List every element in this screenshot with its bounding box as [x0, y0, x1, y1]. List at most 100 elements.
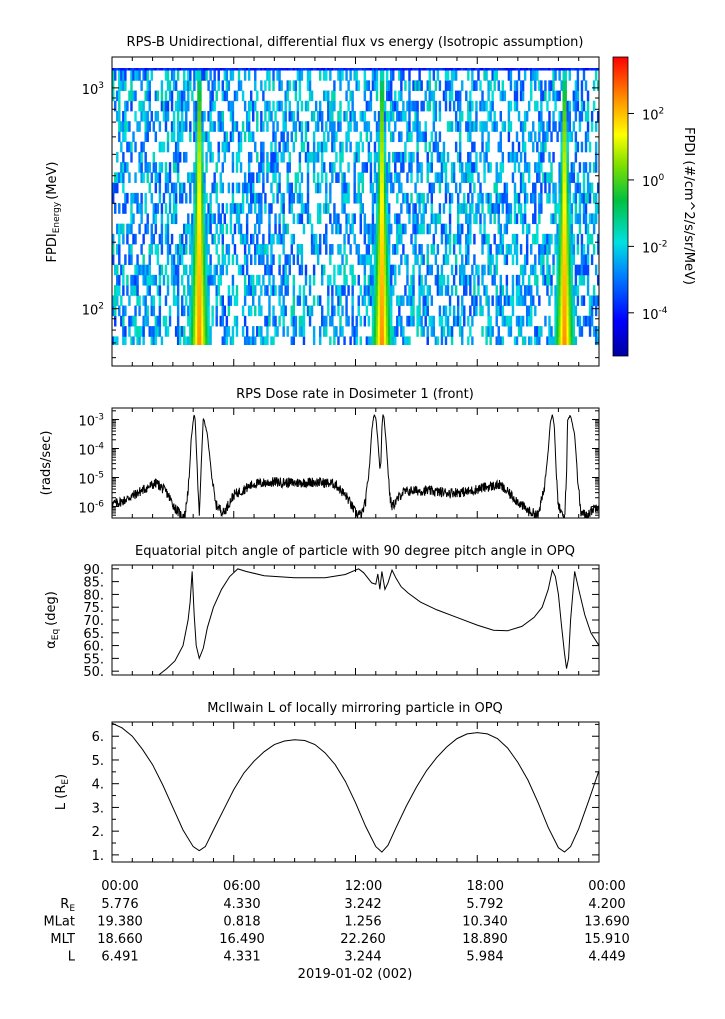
spectrogram-cell	[227, 100, 231, 112]
spectrogram-cell	[361, 203, 365, 214]
spectrogram-cell	[383, 131, 387, 143]
spectrogram-cell	[268, 80, 271, 91]
spectrogram-cell	[363, 162, 367, 173]
spectrogram-cell	[316, 213, 320, 225]
spectrogram-cell	[349, 90, 352, 102]
spectrogram-cell	[497, 192, 500, 204]
spectrogram-cell	[396, 223, 399, 235]
spectrogram-cell	[359, 68, 362, 71]
spectrogram-cell	[582, 162, 586, 173]
spectrogram-cell	[375, 70, 379, 81]
spectrogram-cell	[521, 141, 525, 153]
spectrogram-cell	[316, 172, 320, 183]
spectrogram-cell	[309, 356, 311, 366]
spectrogram-cell	[396, 192, 399, 204]
spectrogram-cell	[379, 68, 383, 71]
spectrogram-cell	[187, 90, 190, 102]
spectrogram-cell	[519, 68, 523, 71]
spectrogram-cell	[211, 151, 214, 163]
spectrogram-cell	[201, 336, 204, 345]
spectrogram-cell	[116, 295, 119, 306]
spectrogram-cell	[318, 326, 322, 337]
spectrogram-cell	[390, 223, 393, 235]
spectrogram-cell	[420, 213, 423, 225]
spectrogram-cell	[373, 274, 377, 286]
spectrogram-cell	[249, 151, 253, 163]
spectrogram-cell	[266, 264, 269, 276]
spectrogram-cell	[343, 264, 346, 276]
spectrogram-cell	[582, 192, 586, 204]
spectrogram-cell	[160, 244, 164, 255]
spectrogram-cell	[469, 162, 472, 173]
spectrogram-cell	[532, 70, 535, 81]
spectrogram-cell	[347, 315, 350, 327]
spectrogram-cell	[501, 162, 505, 173]
spectrogram-cell	[554, 100, 557, 112]
ephemeris-row-label-main: MLat	[43, 915, 75, 930]
spectrogram-cell	[195, 213, 198, 225]
spectrogram-cell	[307, 346, 309, 356]
spectrogram-cell	[343, 192, 346, 204]
spectrogram-cell	[576, 315, 580, 327]
spectrogram-cell	[471, 100, 474, 112]
spectrogram-cell	[574, 203, 578, 214]
spectrogram-cell	[540, 203, 543, 214]
spectrogram-cell	[369, 68, 373, 71]
spectrogram-cell	[404, 141, 407, 153]
spectrogram-cell	[377, 213, 381, 225]
spectrogram-cell	[176, 264, 180, 276]
spectrogram-cell	[477, 203, 480, 214]
spectrogram-cell	[497, 244, 500, 255]
spectrogram-cell	[286, 254, 289, 266]
spectrogram-cell	[154, 336, 158, 345]
spectrogram-cell	[461, 223, 464, 235]
spectrogram-cell	[523, 110, 527, 122]
spectrogram-cell	[461, 326, 464, 337]
spectrogram-cell	[458, 326, 462, 337]
spectrogram-cell	[243, 274, 247, 286]
spectrogram-cell	[574, 182, 578, 194]
spectrogram-cell	[170, 68, 174, 71]
spectrogram-cell	[195, 305, 198, 317]
spectrogram-cell	[345, 110, 348, 122]
spectrogram-cell	[420, 68, 423, 71]
spectrogram-cell	[546, 274, 549, 286]
mcilwain-l-title: McIlwain L of locally mirroring particle…	[207, 701, 503, 716]
spectrogram-cell	[568, 254, 571, 266]
spectrogram-cell	[142, 254, 145, 266]
spectrogram-cell	[272, 285, 275, 296]
spectrogram-cell	[483, 100, 486, 112]
spectrogram-cell	[377, 254, 381, 266]
spectrogram-cell	[170, 70, 174, 81]
spectrogram-cell	[568, 244, 571, 255]
spectrogram-cell	[381, 151, 385, 163]
spectrogram-cell	[247, 151, 251, 163]
spectrogram-cell	[571, 346, 573, 356]
spectrogram-cell	[418, 68, 421, 71]
spectrogram-cell	[292, 285, 296, 296]
spectrogram-cell	[485, 192, 488, 204]
spectrogram-cell	[367, 80, 371, 91]
spectrogram-cell	[538, 68, 541, 71]
spectrogram-cell	[118, 131, 121, 143]
spectrogram-cell	[120, 315, 123, 327]
spectrogram-cell	[195, 151, 198, 163]
spectrogram-cell	[335, 172, 338, 183]
spectrogram-cell	[203, 110, 206, 122]
spectrogram-cell	[215, 68, 218, 71]
spectrogram-cell	[418, 80, 421, 91]
spectrogram-cell	[282, 233, 285, 245]
spectrogram-cell	[519, 315, 523, 327]
spectrogram-cell	[337, 110, 340, 122]
spectrogram-cell	[414, 203, 417, 214]
spectrogram-cell	[278, 80, 281, 91]
spectrogram-cell	[260, 244, 263, 255]
spectrogram-cell	[444, 192, 448, 204]
spectrogram-cell	[379, 295, 383, 306]
spectrogram-cell	[233, 223, 237, 235]
spectrogram-cell	[446, 70, 450, 81]
spectrogram-cell	[256, 326, 259, 337]
spectrogram-cell	[278, 213, 281, 225]
spectrogram-cell	[142, 274, 145, 286]
spectrogram-cell	[193, 326, 196, 337]
